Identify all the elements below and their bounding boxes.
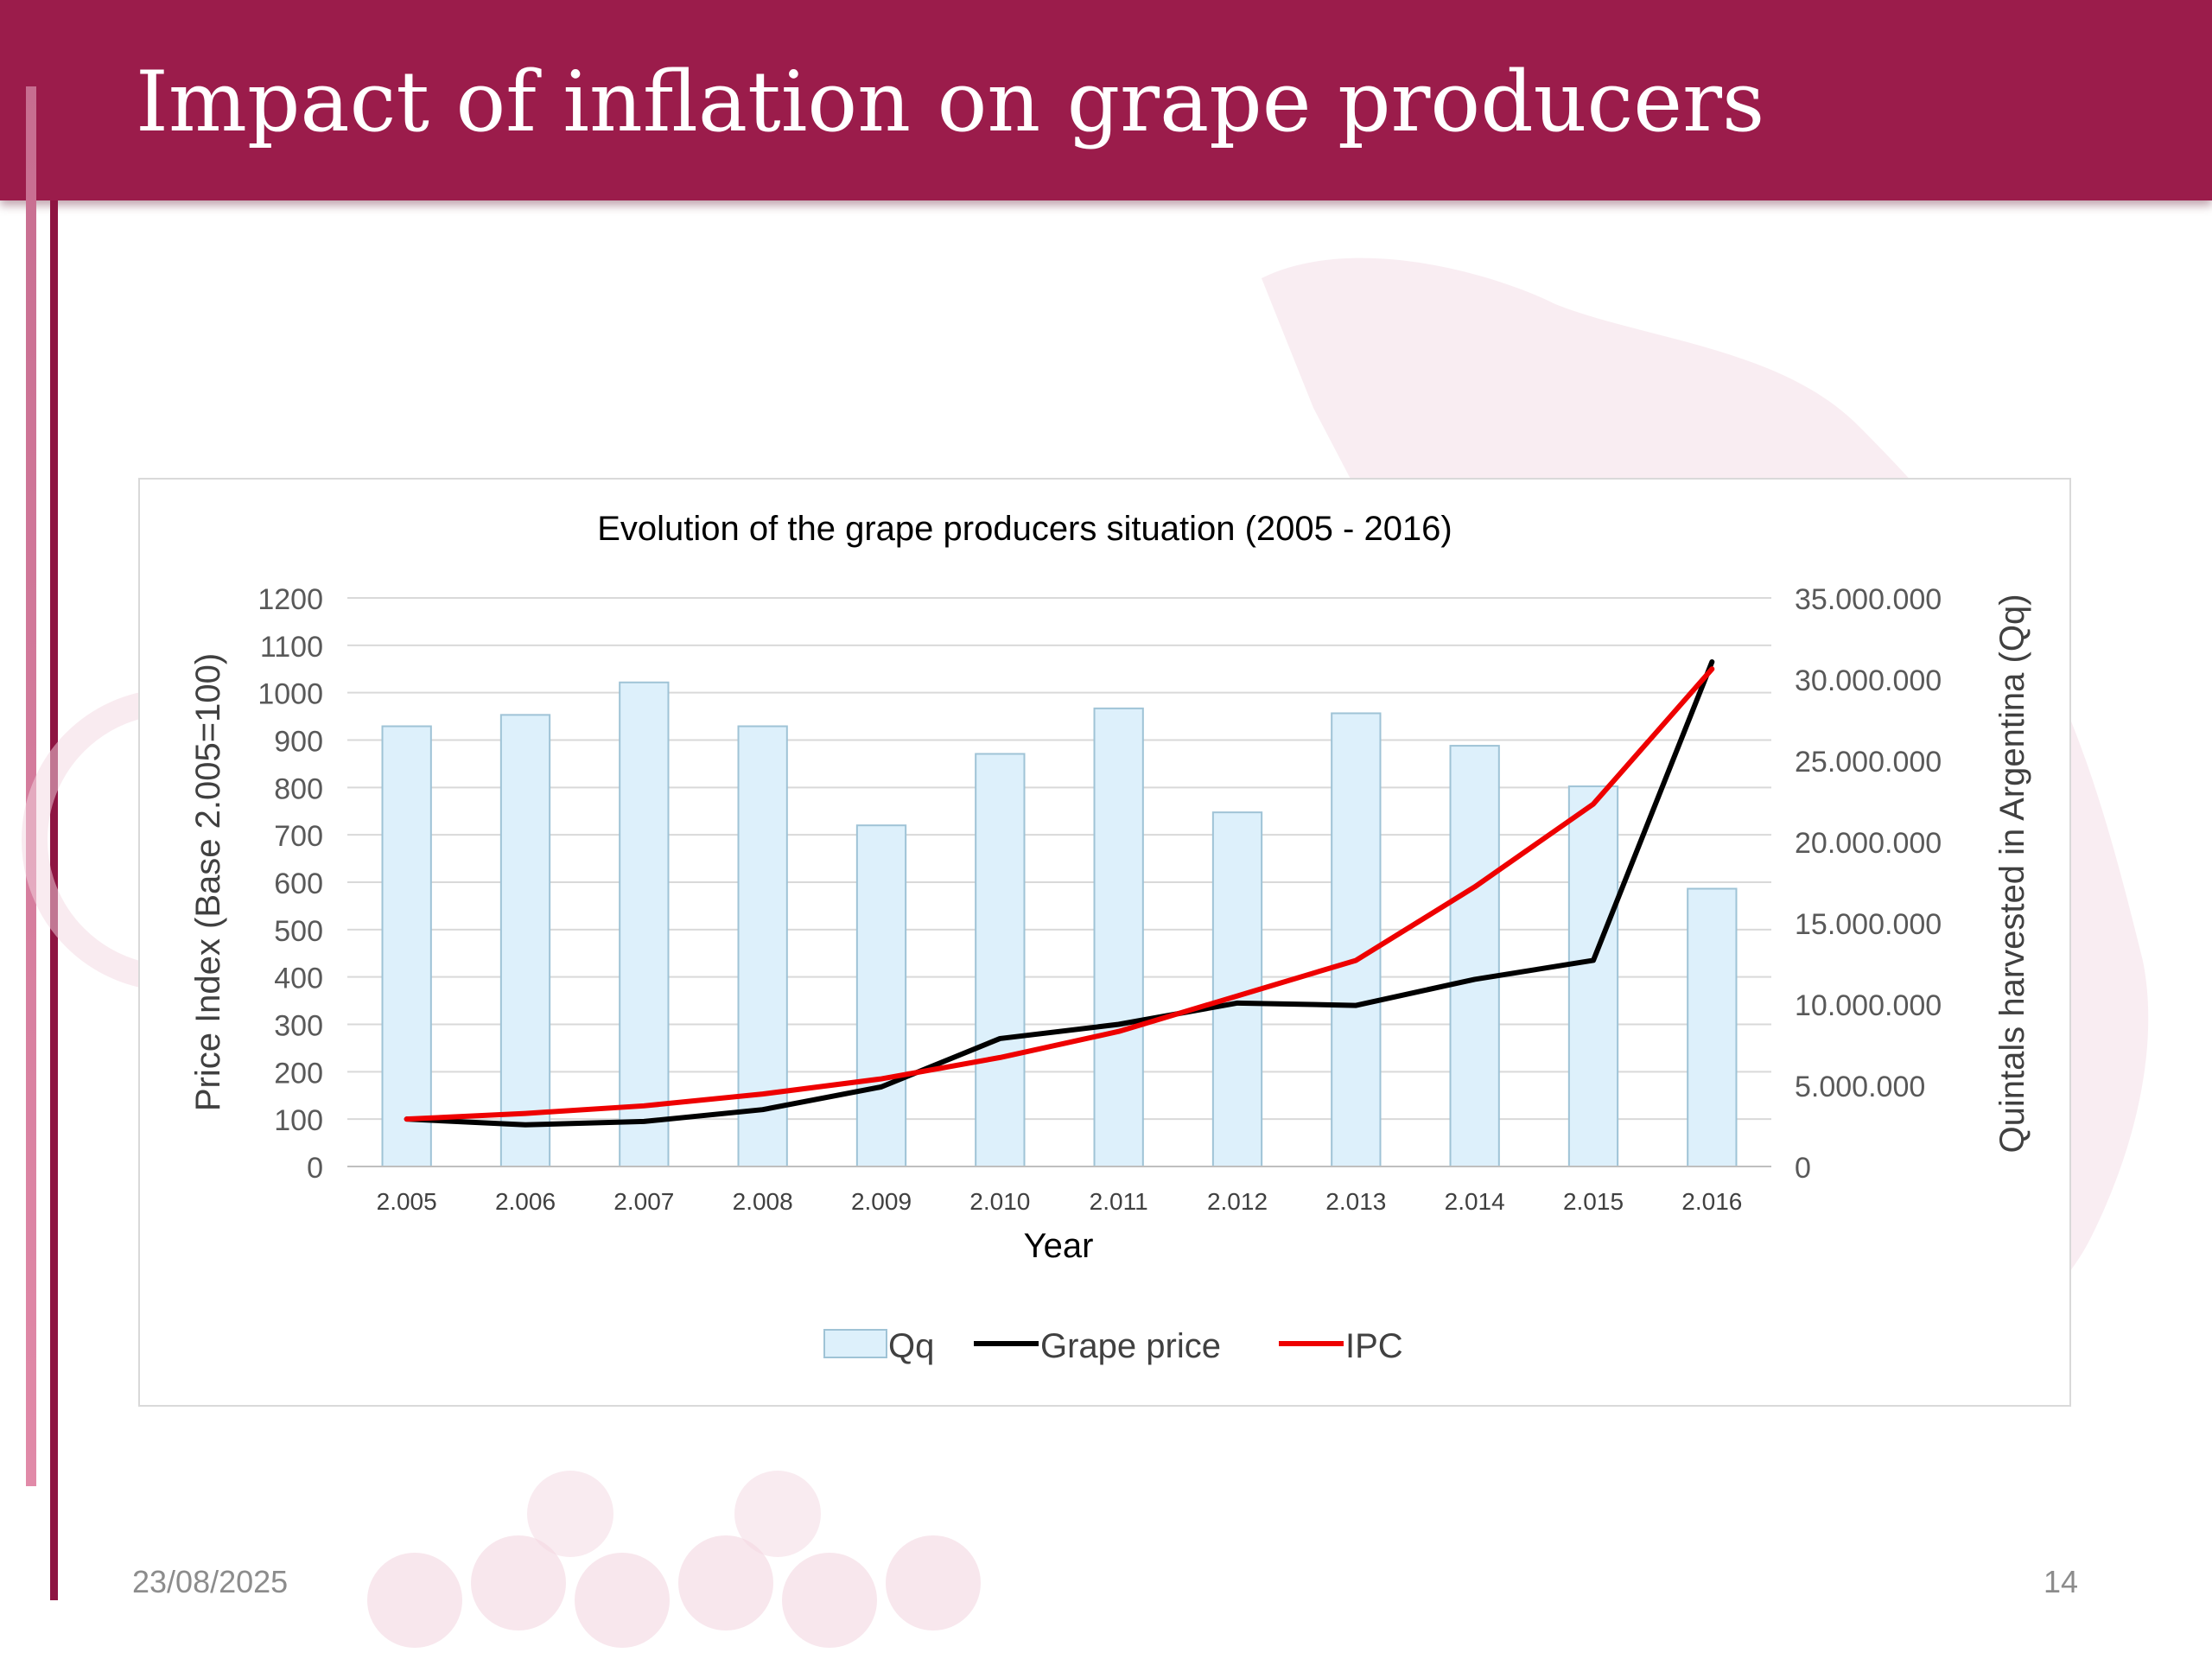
right-axis-tick-label: 5.000.000: [1795, 1071, 1925, 1103]
x-axis-tick-label: 2.009: [851, 1188, 912, 1215]
right-axis-tick-label: 30.000.000: [1795, 664, 1942, 697]
bar-qq: [975, 753, 1026, 1167]
left-axis-tick-label: 100: [274, 1104, 323, 1137]
x-axis-tick-label: 2.005: [377, 1188, 437, 1215]
slide-title: Impact of inflation on grape producers: [136, 54, 1765, 150]
right-axis-title: Quintals harvested in Argentina (Qq): [1993, 594, 2031, 1153]
x-axis-title: Year: [1024, 1227, 1094, 1265]
right-axis-tick-label: 10.000.000: [1795, 989, 1942, 1022]
chart-container: Evolution of the grape producers situati…: [138, 478, 2071, 1407]
right-axis-tick-label: 20.000.000: [1795, 827, 1942, 860]
bar-qq: [1331, 712, 1382, 1168]
title-bar: Impact of inflation on grape producers: [0, 0, 2212, 200]
bar-qq: [381, 725, 432, 1167]
legend-label-qq: Qq: [888, 1327, 934, 1365]
bar-qq: [499, 714, 551, 1167]
x-axis-tick-label: 2.010: [969, 1188, 1030, 1215]
bar-qq: [855, 824, 907, 1167]
left-axis-tick-label: 600: [274, 868, 323, 900]
legend-label-grape-price: Grape price: [1040, 1327, 1221, 1365]
left-axis-tick-label: 1200: [257, 583, 323, 616]
right-axis-tick-label: 0: [1795, 1152, 1811, 1185]
left-axis-tick-label: 400: [274, 963, 323, 995]
right-axis-tick-label: 25.000.000: [1795, 746, 1942, 779]
left-axis-tick-label: 1100: [260, 631, 323, 664]
bar-qq: [1093, 707, 1144, 1167]
x-axis-tick-label: 2.012: [1207, 1188, 1268, 1215]
legend-label-ipc: IPC: [1345, 1327, 1403, 1365]
x-axis-tick-label: 2.014: [1445, 1188, 1505, 1215]
left-axis-tick-label: 700: [274, 820, 323, 853]
bar-qq: [619, 681, 670, 1167]
bar-qq: [1687, 887, 1738, 1167]
right-axis-tick-label: 15.000.000: [1795, 908, 1942, 941]
decorative-pink-line: [26, 86, 36, 1486]
x-axis-tick-label: 2.011: [1090, 1188, 1148, 1215]
x-axis-tick-label: 2.015: [1563, 1188, 1624, 1215]
slide-date: 23/08/2025: [132, 1564, 289, 1599]
x-axis-tick-label: 2.007: [613, 1188, 674, 1215]
bar-qq: [737, 725, 788, 1167]
left-axis-tick-label: 1000: [257, 678, 323, 711]
left-axis-title: Price Index (Base 2.005=100): [189, 653, 227, 1111]
left-axis-tick-label: 500: [274, 915, 323, 948]
line-ipc: [404, 666, 1715, 1122]
slide-page-number: 14: [2043, 1564, 2078, 1599]
right-axis-tick-label: 35.000.000: [1795, 583, 1942, 616]
left-axis-tick-label: 200: [274, 1057, 323, 1090]
left-axis-tick-label: 300: [274, 1010, 323, 1043]
left-axis-tick-label: 900: [274, 726, 323, 759]
combo-chart: Evolution of the grape producers situati…: [189, 510, 2031, 1365]
left-axis-tick-label: 0: [307, 1152, 323, 1185]
line-grape-price: [404, 659, 1715, 1128]
x-axis-tick-label: 2.016: [1681, 1188, 1742, 1215]
bar-qq: [1449, 745, 1500, 1167]
x-axis-tick-label: 2.008: [733, 1188, 793, 1215]
x-axis-tick-label: 2.013: [1325, 1188, 1386, 1215]
left-axis-tick-label: 800: [274, 772, 323, 805]
legend-swatch-qq: [823, 1329, 887, 1358]
chart-title: Evolution of the grape producers situati…: [597, 510, 1452, 548]
x-axis-tick-label: 2.006: [495, 1188, 556, 1215]
bar-qq: [1567, 785, 1619, 1167]
